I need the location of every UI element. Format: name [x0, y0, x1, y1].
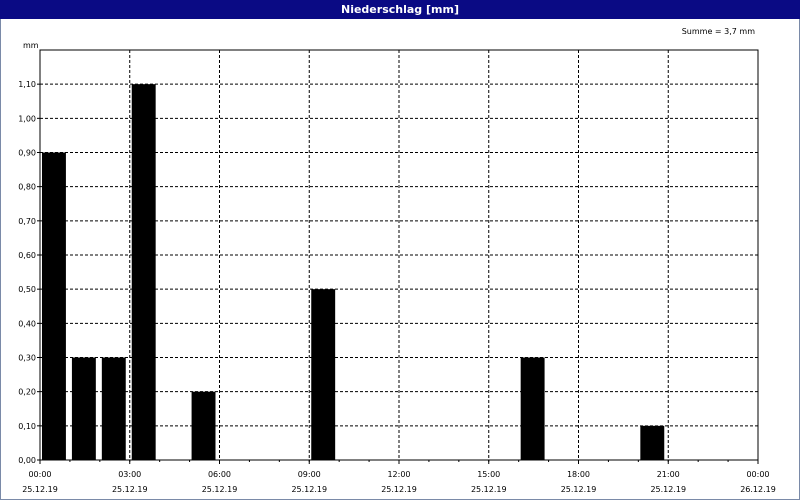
x-tick-date-label: 25.12.19 [471, 485, 507, 494]
x-tick-time-label: 21:00 [657, 470, 680, 479]
grid-lines [40, 50, 758, 460]
plot-border [39, 49, 759, 461]
precipitation-bar [101, 357, 126, 460]
x-tick-time-label: 15:00 [477, 470, 500, 479]
precipitation-bar [42, 152, 66, 460]
y-tick-label: 0,70 [18, 217, 36, 226]
y-tick-label: 1,10 [18, 80, 36, 89]
x-tick-time-label: 00:00 [28, 470, 51, 479]
y-tick-label: 1,00 [18, 114, 36, 123]
y-tick-label: 0,30 [18, 354, 36, 363]
y-tick-label: 0,20 [18, 388, 36, 397]
axes [37, 49, 759, 464]
x-tick-time-label: 00:00 [746, 470, 769, 479]
x-tick-date-label: 25.12.19 [650, 485, 686, 494]
x-tick-time-label: 12:00 [387, 470, 410, 479]
y-tick-label: 0,50 [18, 285, 36, 294]
x-tick-date-label: 25.12.19 [22, 485, 58, 494]
precipitation-bar [131, 84, 156, 461]
x-tick-time-label: 06:00 [208, 470, 231, 479]
precipitation-bar [191, 391, 216, 460]
x-tick-date-label: 25.12.19 [381, 485, 417, 494]
precipitation-bar [311, 289, 336, 460]
y-tick-label: 0,80 [18, 183, 36, 192]
x-tick-labels: 00:00 25.12.19 03:00 25.12.19 06:00 25.12.19 0… [22, 470, 776, 494]
y-tick-label: 0,40 [18, 319, 36, 328]
chart-title: Niederschlag [mm] [0, 0, 800, 19]
precipitation-bar [640, 425, 665, 460]
bars [42, 84, 665, 461]
x-tick-time-label: 18:00 [567, 470, 590, 479]
y-tick-label: 0,60 [18, 251, 36, 260]
y-tick-label: 0,10 [18, 422, 36, 431]
x-tick-date-label: 25.12.19 [561, 485, 597, 494]
x-tick-date-label: 25.12.19 [202, 485, 238, 494]
x-tick-date-label: 25.12.19 [291, 485, 327, 494]
precipitation-bar [71, 357, 96, 460]
x-tick-date-label: 26.12.19 [740, 485, 776, 494]
y-tick-labels: 0,00 0,10 0,20 0,30 0,40 0,50 0,60 0,70 0,80 0,90… [18, 80, 36, 465]
x-tick-date-label: 25.12.19 [112, 485, 148, 494]
precipitation-bar [520, 357, 545, 460]
y-axis-label: mm [23, 41, 39, 50]
x-tick-time-label: 03:00 [118, 470, 141, 479]
y-tick-label: 0,00 [18, 456, 36, 465]
x-tick-time-label: 09:00 [298, 470, 321, 479]
y-tick-label: 0,90 [18, 149, 36, 158]
sum-annotation: Summe = 3,7 mm [682, 27, 756, 36]
